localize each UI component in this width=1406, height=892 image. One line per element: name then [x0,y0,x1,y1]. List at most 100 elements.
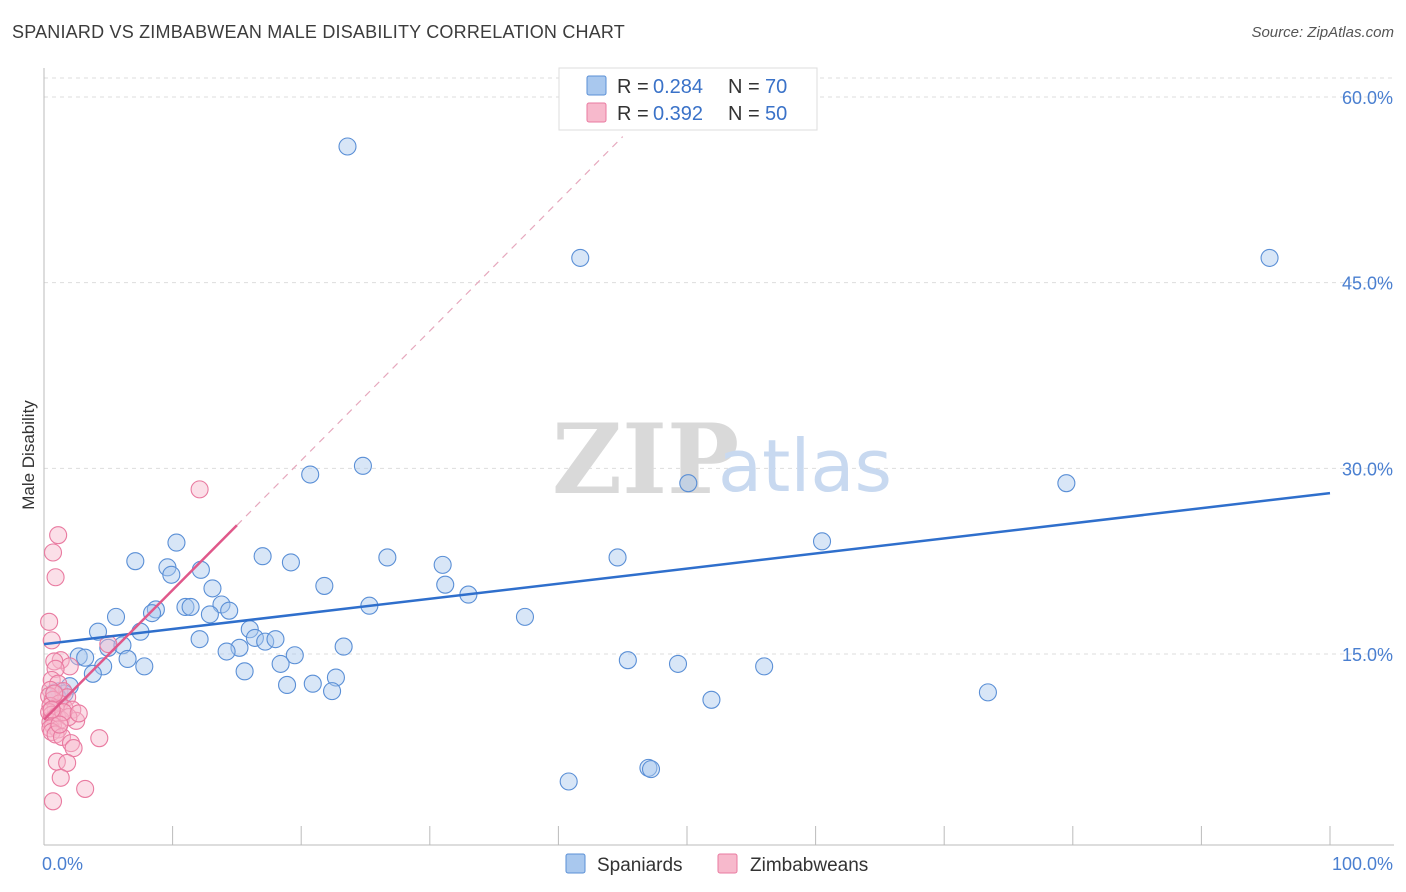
zimbabwean-point [76,779,95,798]
spaniard-point [113,636,132,655]
spaniard-point [190,630,209,649]
zimbabwean-point [46,659,65,678]
trend-lines [43,136,1331,721]
spaniard-point [235,662,254,681]
zimbabwean-point [69,704,88,723]
spaniard-point [978,683,997,702]
spaniard-point [285,646,304,665]
bottom-legend-label-zimbabweans: Zimbabweans [750,855,868,876]
chart-source: Source: ZipAtlas.com [1251,24,1394,41]
spaniard-point [618,651,637,670]
spaniard-point [323,682,342,701]
grid [44,77,1394,655]
legend-swatch-spaniards [586,75,607,96]
spaniard-point [436,575,455,594]
chart-title: SPANIARD VS ZIMBABWEAN MALE DISABILITY C… [12,22,625,42]
y-tick-label: 45.0% [1342,274,1393,294]
zimbabwean-point [43,792,63,811]
zimbabwean-point [51,651,70,670]
spaniard-point [278,675,297,694]
spaniard-point [253,547,272,566]
spaniard-point [200,605,219,624]
spaniard-point [559,772,578,791]
spaniard-point [338,137,357,156]
spaniard-point [353,456,372,475]
zimbabwean-point [51,768,70,787]
zimbabwean-point [46,568,65,587]
legend-r-value-zimbabweans: 0.392 [653,103,703,125]
spaniard-point [334,637,353,656]
spaniard-point [303,674,322,693]
bottom-legend-swatch-zimbabweans [717,853,738,874]
spaniard-point [755,657,774,676]
zimbabwean-point [190,480,209,499]
legend-n-value-zimbabweans: 50 [765,103,787,125]
spaniard-point [126,552,145,571]
spaniards-trend-line [43,491,1331,646]
y-tick-label: 60.0% [1342,88,1393,108]
zimbabwean-point [49,526,68,545]
spaniard-point [203,579,222,598]
spaniard-point [378,548,397,567]
spaniard-point [326,668,345,687]
x-tick-label: 100.0% [1332,854,1393,874]
zimbabwean-point [42,631,61,650]
legend-r-label-zimbabweans: R = [617,103,649,125]
spaniard-point [167,533,186,552]
axes [43,68,1394,846]
spaniard-point [217,642,236,661]
legend-n-value-spaniards: 70 [765,76,787,98]
spaniard-point [433,555,452,574]
spaniard-point [1057,474,1076,493]
spaniard-point [281,553,300,572]
spaniard-point [181,597,200,617]
spaniard-point [94,657,113,676]
spaniard-point [668,654,688,673]
bottom-legend: Spaniards Zimbabweans [565,853,868,876]
spaniard-point [191,560,210,579]
zimbabweans-trend-extension [236,136,624,526]
spaniard-point [315,576,334,595]
spaniard-point [142,604,162,623]
spaniard-point [679,474,698,493]
watermark-atlas: atlas [718,424,892,508]
spaniard-point [271,654,290,673]
watermark: ZIP atlas [552,403,892,516]
spaniard-point [515,607,535,626]
watermark-zip: ZIP [552,403,739,516]
zimbabwean-point [61,734,81,753]
x-tick-labels: 0.0% 100.0% [42,854,1393,874]
spaniard-point [162,565,181,584]
bottom-legend-swatch-spaniards [565,853,586,874]
zimbabwean-point [42,700,61,719]
spaniard-point [69,647,88,666]
spaniard-point [245,628,264,647]
legend: R = 0.284 N = 70 R = 0.392 N = 50 [558,67,818,131]
legend-swatch-zimbabweans [586,102,607,123]
spaniard-point [266,630,285,649]
spaniard-point [641,760,661,779]
zimbabwean-point [50,715,69,734]
spaniard-point [608,548,627,567]
spaniard-point [702,690,721,709]
spaniard-point [135,657,154,676]
spaniard-point [571,248,590,267]
spaniard-point [1260,248,1279,267]
spaniard-point [176,597,195,617]
spaniard-point [118,649,137,669]
zimbabwean-point [59,708,78,727]
y-tick-label: 30.0% [1342,459,1393,479]
spaniard-point [88,622,108,641]
spaniard-point [106,607,126,626]
zimbabwean-point [45,684,64,703]
zimbabwean-point [40,612,59,631]
spaniard-point [301,465,320,484]
zimbabwean-point [43,543,63,562]
y-tick-labels: 15.0% 30.0% 45.0% 60.0% [1342,88,1393,665]
zimbabwean-point [60,657,79,676]
spaniard-point [76,648,95,667]
x-tick-label: 0.0% [42,854,83,874]
legend-r-label-spaniards: R = [617,76,649,98]
legend-r-value-spaniards: 0.284 [653,76,703,98]
